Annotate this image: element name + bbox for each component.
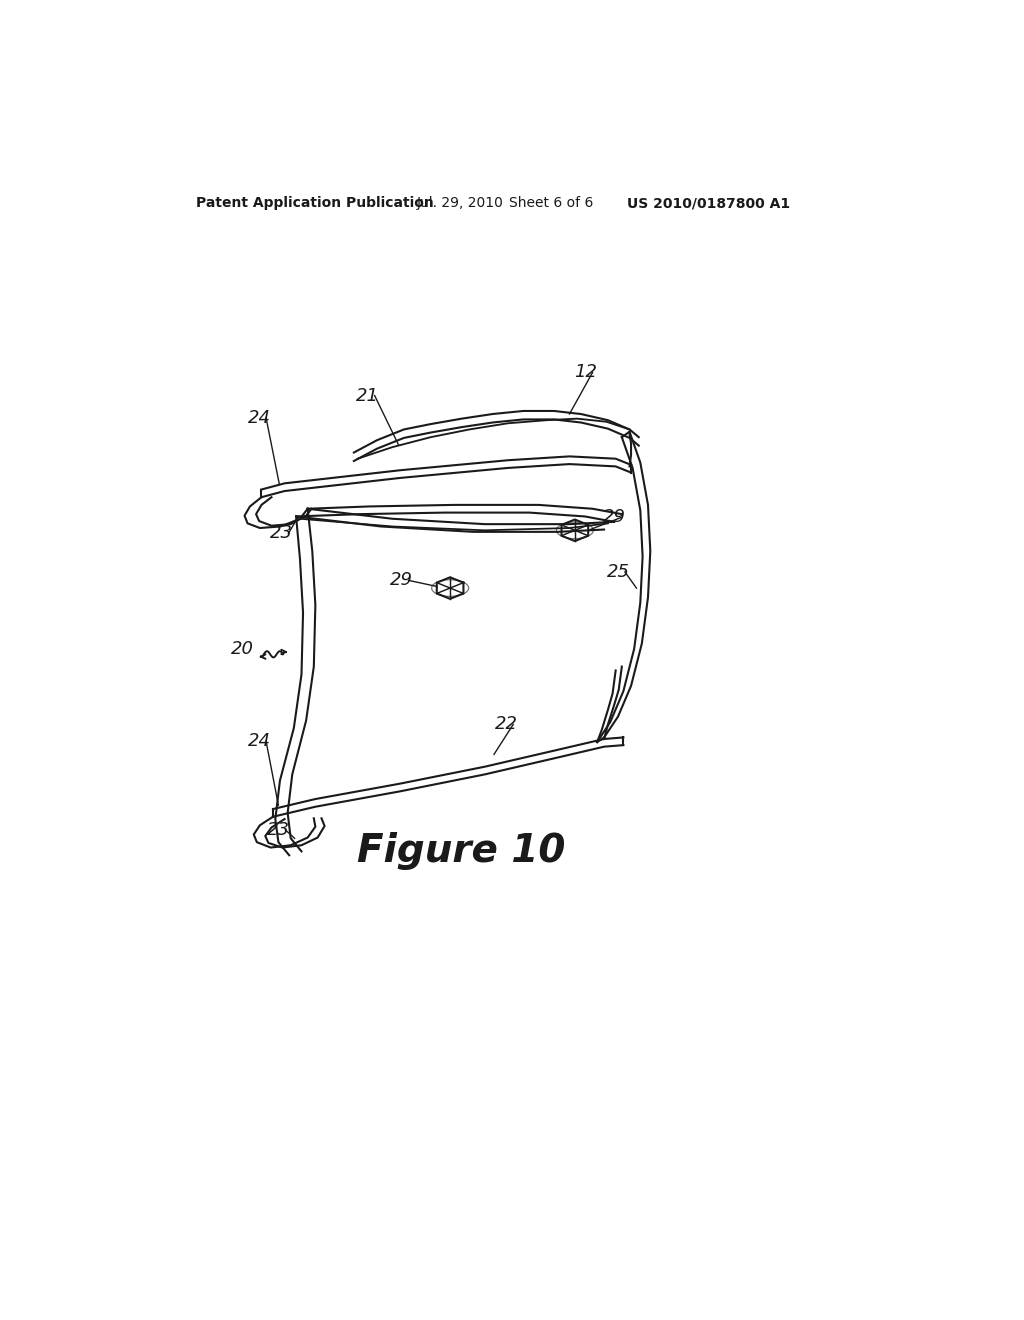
Text: 22: 22 [495, 715, 518, 734]
Text: 24: 24 [248, 409, 270, 426]
Text: Figure 10: Figure 10 [357, 833, 566, 870]
Text: Patent Application Publication: Patent Application Publication [196, 197, 434, 210]
Text: US 2010/0187800 A1: US 2010/0187800 A1 [628, 197, 791, 210]
Text: 23: 23 [270, 524, 293, 543]
Text: Jul. 29, 2010: Jul. 29, 2010 [417, 197, 504, 210]
Text: 29: 29 [390, 572, 413, 589]
Text: 21: 21 [356, 387, 379, 404]
Text: 12: 12 [574, 363, 597, 381]
Text: 23: 23 [267, 821, 290, 838]
Text: 25: 25 [606, 562, 630, 581]
Text: 24: 24 [248, 733, 270, 750]
Text: 29: 29 [603, 508, 627, 527]
Text: 20: 20 [230, 640, 254, 657]
Text: Sheet 6 of 6: Sheet 6 of 6 [509, 197, 594, 210]
